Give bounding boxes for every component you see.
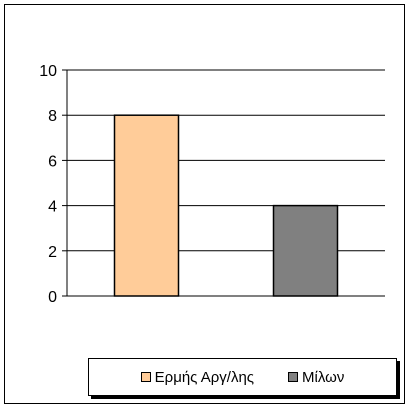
y-tick-label-6: 6 (48, 153, 57, 170)
legend-swatch-milon (288, 372, 299, 382)
legend-swatch-hermis (140, 372, 151, 382)
bar-milon (272, 204, 339, 297)
y-tick-label-8: 8 (48, 108, 57, 125)
bar-chart: 0 2 4 6 8 10 (39, 63, 385, 306)
legend-label-milon: Μίλων (302, 368, 345, 386)
chart-legend: Ερμής Αργ/λης Μίλων (88, 358, 397, 396)
y-tick-label-10: 10 (39, 63, 57, 80)
y-tick-label-4: 4 (48, 199, 57, 216)
legend-label-hermis: Ερμής Αργ/λης (154, 368, 255, 386)
y-tick-label-0: 0 (48, 289, 57, 306)
legend-item-milon: Μίλων (288, 369, 344, 386)
bar-hermis (113, 114, 180, 297)
legend-item-hermis: Ερμής Αργ/λης (140, 368, 255, 386)
y-tick-label-2: 2 (48, 244, 57, 261)
chart-area: 0 2 4 6 8 10 (4, 4, 405, 404)
